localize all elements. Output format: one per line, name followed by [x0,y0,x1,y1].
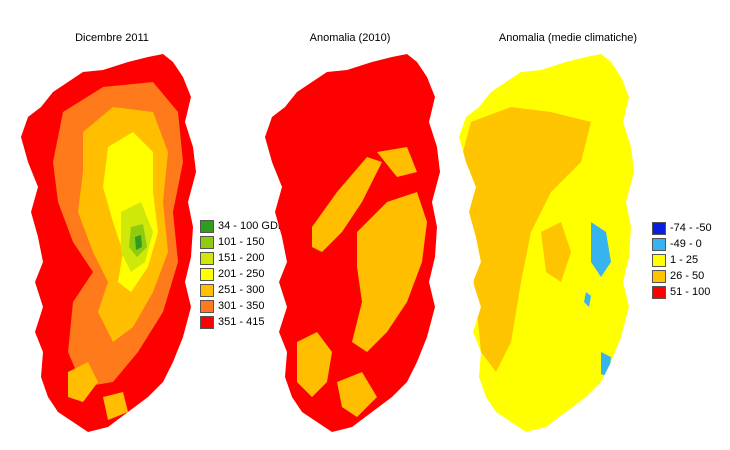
legend-gdd-swatch [200,251,214,265]
legend-anomaly-label: -49 - 0 [670,238,702,250]
legend-anomaly: -74 - -50 -49 - 0 1 - 25 26 - 50 51 - 100 [652,220,712,300]
legend-anomaly-label: 26 - 50 [670,270,705,282]
legend-anomaly-swatch [652,269,666,283]
legend-gdd-swatch [200,299,214,313]
legend-gdd-swatch [200,267,214,281]
legend-gdd-label: 101 - 150 [218,236,265,248]
panel-title-anomaly-climate: Anomalia (medie climatiche) [498,32,638,44]
legend-gdd-label: 34 - 100 GDD [218,220,286,232]
legend-anomaly-row: -74 - -50 [652,220,712,236]
legend-anomaly-label: -74 - -50 [670,222,712,234]
panel-title-december-2011: Dicembre 2011 [75,32,149,44]
legend-gdd-row: 101 - 150 [200,234,286,250]
legend-gdd-swatch [200,283,214,297]
legend-anomaly-row: 51 - 100 [652,284,712,300]
legend-anomaly-row: 1 - 25 [652,252,712,268]
legend-anomaly-swatch [652,253,666,267]
legend-anomaly-swatch [652,221,666,235]
legend-anomaly-swatch [652,237,666,251]
legend-gdd-label: 351 - 415 [218,316,265,328]
legend-anomaly-label: 51 - 100 [670,286,711,298]
panel-title-anomaly-2010: Anomalia (2010) [309,32,391,44]
legend-gdd-row: 151 - 200 [200,250,286,266]
legend-anomaly-swatch [652,285,666,299]
legend-gdd-swatch [200,219,214,233]
legend-anomaly-row: -49 - 0 [652,236,712,252]
legend-gdd-row: 34 - 100 GDD [200,218,286,234]
map-december-2011 [21,54,196,432]
legend-anomaly-row: 26 - 50 [652,268,712,284]
legend-gdd-swatch [200,315,214,329]
legend-gdd-swatch [200,235,214,249]
legend-gdd-label: 201 - 250 [218,268,265,280]
legend-gdd-row: 301 - 350 [200,298,286,314]
map-anomaly-2010 [265,54,440,432]
legend-gdd-row: 251 - 300 [200,282,286,298]
legend-anomaly-label: 1 - 25 [670,254,699,266]
legend-gdd-label: 251 - 300 [218,284,265,296]
legend-gdd: 34 - 100 GDD 101 - 150 151 - 200 201 - 250 2… [200,218,286,330]
legend-gdd-label: 301 - 350 [218,300,265,312]
legend-gdd-row: 201 - 250 [200,266,286,282]
legend-gdd-label: 151 - 200 [218,252,265,264]
map-anomaly-climate [459,54,634,432]
legend-gdd-row: 351 - 415 [200,314,286,330]
